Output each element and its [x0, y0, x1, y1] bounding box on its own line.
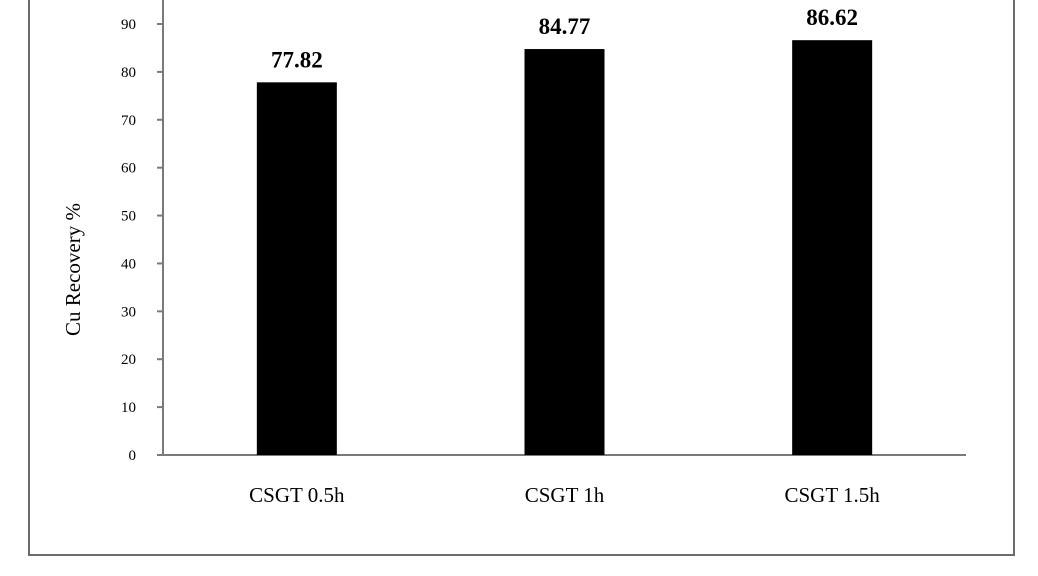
bar-data-label: 77.82 [271, 47, 323, 72]
y-tick-label: 0 [129, 448, 137, 464]
bars [256, 40, 873, 456]
y-tick-label: 60 [121, 161, 136, 177]
x-tick-labels: CSGT 0.5h CSGT 1h CSGT 1.5h [249, 483, 880, 507]
bar-data-label: 86.62 [806, 5, 858, 30]
x-tick-label: CSGT 1h [525, 483, 605, 507]
y-tick-label: 80 [121, 65, 136, 81]
bar [524, 49, 605, 455]
y-tick-label: 50 [121, 209, 136, 225]
bar [792, 40, 873, 456]
y-axis-title: Cu Recovery % [61, 203, 85, 336]
bar-data-labels: 77.82 84.77 86.62 [271, 5, 858, 72]
y-tick-label: 30 [121, 304, 136, 320]
bar-data-label: 84.77 [539, 14, 591, 39]
y-tick-label: 40 [121, 256, 136, 272]
bar [256, 82, 337, 455]
y-tick-label: 20 [121, 352, 136, 368]
y-tick-label: 90 [121, 17, 136, 33]
y-tick-label: 70 [121, 113, 136, 129]
x-tick-label: CSGT 1.5h [785, 483, 881, 507]
y-tick-label: 10 [121, 400, 136, 416]
x-tick-label: CSGT 0.5h [249, 483, 345, 507]
y-ticks: 0 10 20 30 40 50 60 70 80 90 [121, 17, 163, 464]
